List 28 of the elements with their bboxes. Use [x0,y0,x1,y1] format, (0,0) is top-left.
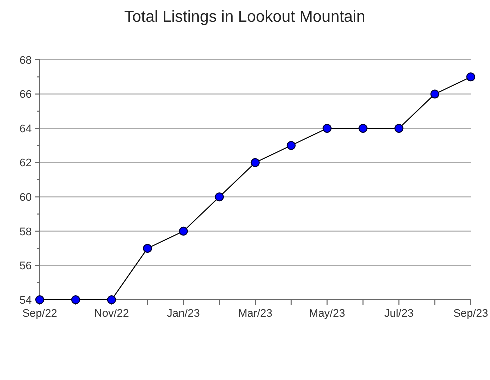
y-tick-label: 60 [20,192,32,204]
x-tick-label: Mar/23 [238,308,273,320]
point [322,124,332,134]
point [430,90,440,99]
point [286,141,296,150]
point [71,296,80,304]
x-tick-label: Nov/22 [94,308,130,320]
x-tick-label: Jul/23 [384,308,414,320]
x-tick-label: Jan/23 [167,308,200,320]
point [251,158,260,168]
point [466,72,476,82]
y-tick-label: 54 [20,294,32,307]
y-tick-label: 62 [20,158,32,170]
x-tick-label: Sep/23 [454,308,488,320]
point [215,192,224,202]
y-tick-label: 58 [20,226,32,238]
y-tick-label: 64 [20,123,32,136]
point [358,124,368,134]
y-tick-label: 66 [20,89,32,102]
chart-title: Total Listings in Lookout Mountain [124,9,366,26]
point [107,296,116,304]
point [179,226,188,236]
x-tick-label: Sep/22 [22,308,58,320]
x-tick-label: May/23 [309,308,346,320]
point [143,244,152,254]
y-tick-label: 68 [20,54,32,67]
point [394,124,404,134]
y-tick-label: 56 [20,260,32,273]
